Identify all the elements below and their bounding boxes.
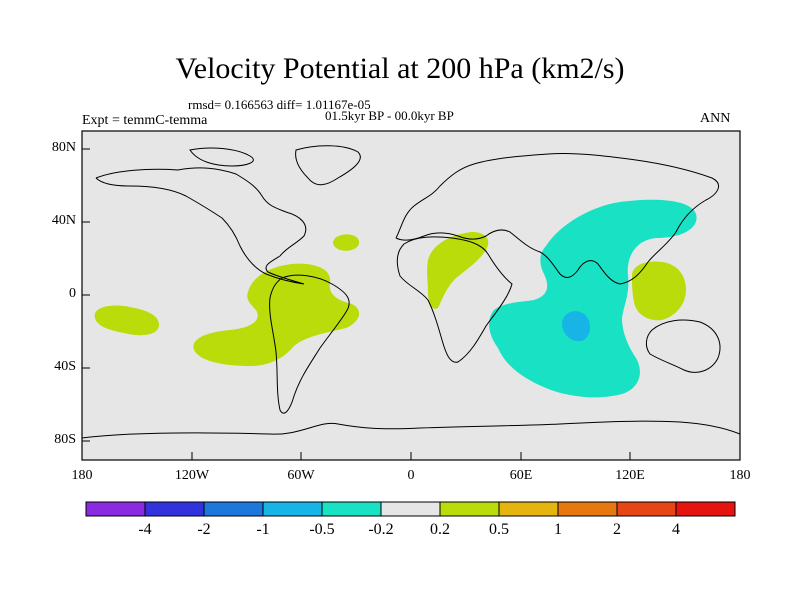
colorbar-label: 0.5 [489, 521, 509, 538]
colorbar-label: -4 [138, 521, 152, 538]
colorbar-label: 0.2 [430, 521, 450, 538]
coast-greenland [295, 145, 361, 186]
colorbar-label: -2 [197, 521, 211, 538]
region-africa [427, 232, 489, 309]
lat-label: 0 [69, 286, 76, 301]
region-pacific-west [94, 305, 160, 336]
coast-africa [396, 236, 513, 363]
coast-north-america [95, 167, 307, 285]
colorbar-box [616, 501, 677, 517]
lon-label: 120W [174, 468, 210, 483]
colorbar-label: 1 [554, 521, 562, 538]
colorbar-label: -1 [256, 521, 270, 538]
region-atlantic-north [333, 234, 360, 251]
period-label: 01.5kyr BP - 00.0kyr BP [325, 108, 454, 123]
colorbar-box [144, 501, 205, 517]
lon-label: 60E [509, 468, 533, 483]
coastlines [81, 145, 741, 439]
colorbar [85, 501, 736, 517]
season-label: ANN [700, 111, 731, 126]
region-maritime-continent [632, 261, 686, 321]
colorbar-box [498, 501, 559, 517]
experiment-label: Expt = temmC-temma [82, 113, 208, 128]
positive-anomaly-regions [94, 232, 686, 366]
map-title: Velocity Potential at 200 hPa (km2/s) [175, 52, 625, 85]
colorbar-label: 2 [613, 521, 621, 538]
colorbar-box [85, 501, 146, 517]
region-indian-ocean-core [562, 311, 590, 342]
colorbar-box [439, 501, 500, 517]
colorbar-box [262, 501, 323, 517]
negative-anomaly-regions [489, 199, 697, 398]
colorbar-label: -0.5 [309, 521, 335, 538]
colorbar-label: -0.2 [368, 521, 394, 538]
region-south-america [193, 263, 360, 366]
lat-label: 40S [54, 359, 76, 374]
colorbar-label: 4 [672, 521, 680, 538]
colorbar-box [380, 501, 441, 517]
region-indian-ocean [489, 199, 697, 398]
lon-label: 0 [407, 468, 415, 483]
lon-label: 180 [729, 468, 751, 483]
coast-south-america [269, 274, 350, 414]
colorbar-box [203, 501, 264, 517]
stats-line: rmsd= 0.166563 diff= 1.01167e-05 [188, 97, 371, 112]
coast-europe-asia [395, 152, 720, 285]
coast-arctic-islands [189, 147, 254, 167]
colorbar-box [675, 501, 736, 517]
coast-antarctica [81, 420, 741, 439]
coast-australia [645, 319, 721, 373]
lat-label: 40N [51, 213, 76, 228]
lon-label: 60W [287, 468, 315, 483]
lat-label: 80S [54, 432, 76, 447]
colorbar-box [321, 501, 382, 517]
tick-marks [81, 148, 741, 460]
lat-label: 80N [51, 140, 76, 155]
lon-label: 180 [71, 468, 93, 483]
colorbar-box [557, 501, 618, 517]
map-background [82, 131, 740, 460]
lon-label: 120E [615, 468, 645, 483]
